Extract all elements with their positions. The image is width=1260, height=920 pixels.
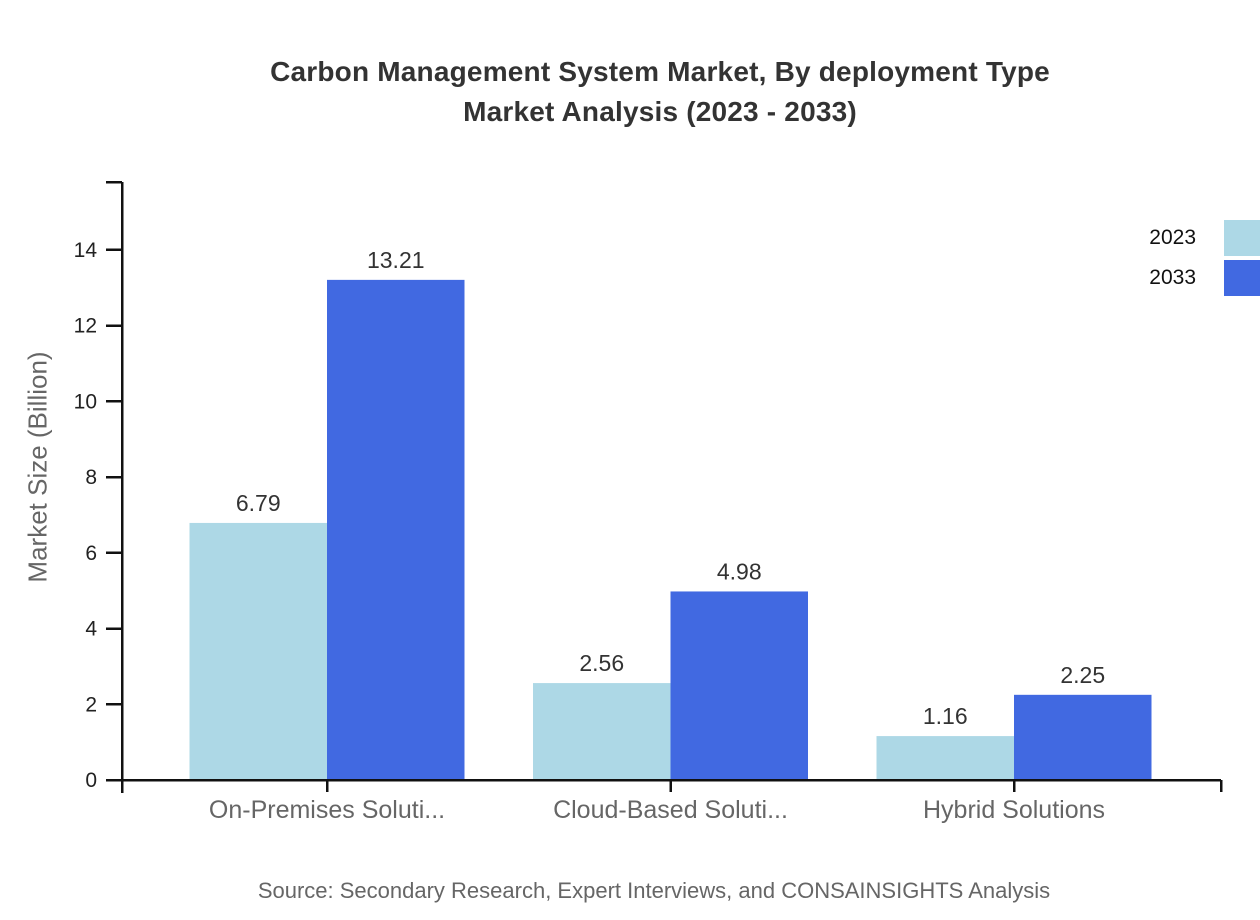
value-label-2023-hybrid-solutions: 1.16 [923, 703, 968, 729]
legend-swatch-2023 [1224, 220, 1260, 256]
value-label-2023-on-premises-soluti: 6.79 [236, 490, 281, 516]
y-tick-label-12: 12 [74, 315, 97, 338]
x-category-label-on-premises-soluti: On-Premises Soluti... [209, 796, 445, 824]
bar-2033-cloud-based-soluti [670, 591, 808, 780]
y-tick-label-4: 4 [85, 618, 97, 641]
y-tick-label-2: 2 [85, 693, 97, 716]
chart-title-line1: Carbon Management System Market, By depl… [270, 56, 1050, 87]
x-category-label-cloud-based-soluti: Cloud-Based Soluti... [553, 796, 788, 824]
chart-legend: 2023 2033 [1149, 220, 1260, 300]
y-tick-label-14: 14 [74, 239, 98, 262]
legend-item-2033: 2033 [1149, 260, 1260, 296]
chart-title: Carbon Management System Market, By depl… [30, 52, 1260, 132]
value-label-2033-on-premises-soluti: 13.21 [367, 247, 425, 273]
value-label-2033-cloud-based-soluti: 4.98 [717, 558, 762, 584]
y-axis-title: Market Size (Billion) [22, 351, 53, 583]
x-category-label-hybrid-solutions: Hybrid Solutions [923, 796, 1105, 824]
y-tick-label-0: 0 [85, 769, 97, 792]
value-label-2023-cloud-based-soluti: 2.56 [579, 650, 624, 676]
legend-label-2023: 2023 [1149, 226, 1196, 249]
y-tick-label-10: 10 [74, 390, 97, 413]
chart-title-line2: Market Analysis (2023 - 2033) [463, 96, 857, 127]
y-tick-label-8: 8 [85, 466, 97, 489]
legend-swatch-2033 [1224, 260, 1260, 296]
source-note: Source: Secondary Research, Expert Inter… [257, 878, 1051, 903]
bar-2023-cloud-based-soluti [533, 683, 671, 780]
bar-2023-on-premises-soluti [189, 522, 327, 780]
y-tick-label-6: 6 [85, 542, 97, 565]
legend-label-2033: 2033 [1149, 266, 1196, 289]
bar-2023-hybrid-solutions [876, 736, 1014, 780]
bar-2033-on-premises-soluti [327, 279, 465, 780]
legend-item-2023: 2023 [1149, 220, 1260, 256]
value-label-2033-hybrid-solutions: 2.25 [1060, 662, 1105, 688]
bar-2033-hybrid-solutions [1014, 694, 1152, 780]
